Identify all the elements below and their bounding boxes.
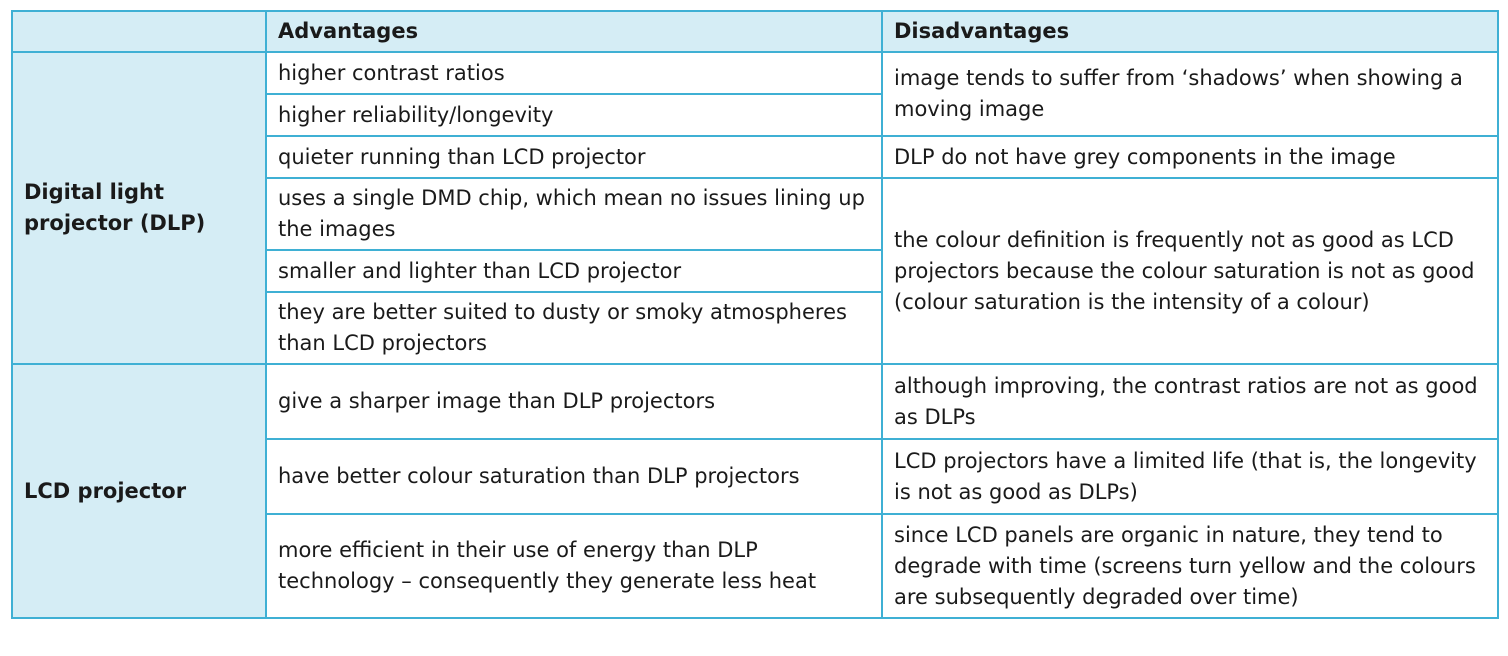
table-row: higher reliability/longevity bbox=[12, 93, 1498, 137]
header-disadvantages: Disadvantages bbox=[881, 10, 1499, 53]
projector-comparison-table: Advantages Disadvantages Digital light p… bbox=[11, 10, 1499, 619]
dlp-disadvantage-cell: DLP do not have grey components in the i… bbox=[881, 135, 1499, 179]
table-row: they are better suited to dusty or smoky… bbox=[12, 291, 1498, 365]
lcd-disadvantage-cell: since LCD panels are organic in nature, … bbox=[881, 513, 1499, 619]
lcd-advantage-cell: more efficient in their use of energy th… bbox=[265, 513, 883, 619]
lcd-advantage-cell: give a sharper image than DLP projectors bbox=[265, 363, 883, 440]
dlp-disadvantage-cell: the colour definition is frequently not … bbox=[881, 177, 1499, 365]
header-row: Advantages Disadvantages bbox=[11, 10, 1499, 53]
lcd-disadvantage-cell: although improving, the contrast ratios … bbox=[881, 363, 1499, 440]
table-row: uses a single DMD chip, which mean no is… bbox=[12, 177, 1499, 365]
row-label-dlp: Digital light projector (DLP) bbox=[11, 51, 267, 365]
dlp-advantage-cell: quieter running than LCD projector bbox=[265, 135, 883, 179]
dlp-advantage-cell: uses a single DMD chip, which mean no is… bbox=[265, 177, 883, 251]
dlp-advantage-cell: they are better suited to dusty or smoky… bbox=[265, 291, 883, 365]
comparison-table-wrapper: Advantages Disadvantages Digital light p… bbox=[11, 10, 1499, 619]
dlp-advantage-cell: higher reliability/longevity bbox=[265, 93, 883, 137]
table-row: LCD projector give a sharper image than … bbox=[11, 363, 1499, 619]
header-advantages: Advantages bbox=[265, 10, 883, 53]
lcd-disadvantage-cell: LCD projectors have a limited life (that… bbox=[881, 438, 1499, 515]
dlp-advantage-cell: smaller and lighter than LCD projector bbox=[265, 249, 883, 293]
table-row: have better colour saturation than DLP p… bbox=[12, 438, 1499, 515]
dlp-disadvantage-cell: image tends to suffer from ‘shadows’ whe… bbox=[881, 51, 1499, 137]
dlp-advantage-cell: higher contrast ratios bbox=[265, 51, 883, 95]
table-row: quieter running than LCD projector DLP d… bbox=[12, 135, 1499, 179]
lcd-advantage-cell: have better colour saturation than DLP p… bbox=[265, 438, 883, 515]
table-row: Digital light projector (DLP) higher con… bbox=[11, 51, 1499, 365]
table-row: more efficient in their use of energy th… bbox=[12, 513, 1499, 619]
table-row: smaller and lighter than LCD projector bbox=[12, 249, 1498, 293]
row-label-lcd: LCD projector bbox=[11, 363, 267, 619]
header-corner-cell bbox=[11, 10, 267, 53]
